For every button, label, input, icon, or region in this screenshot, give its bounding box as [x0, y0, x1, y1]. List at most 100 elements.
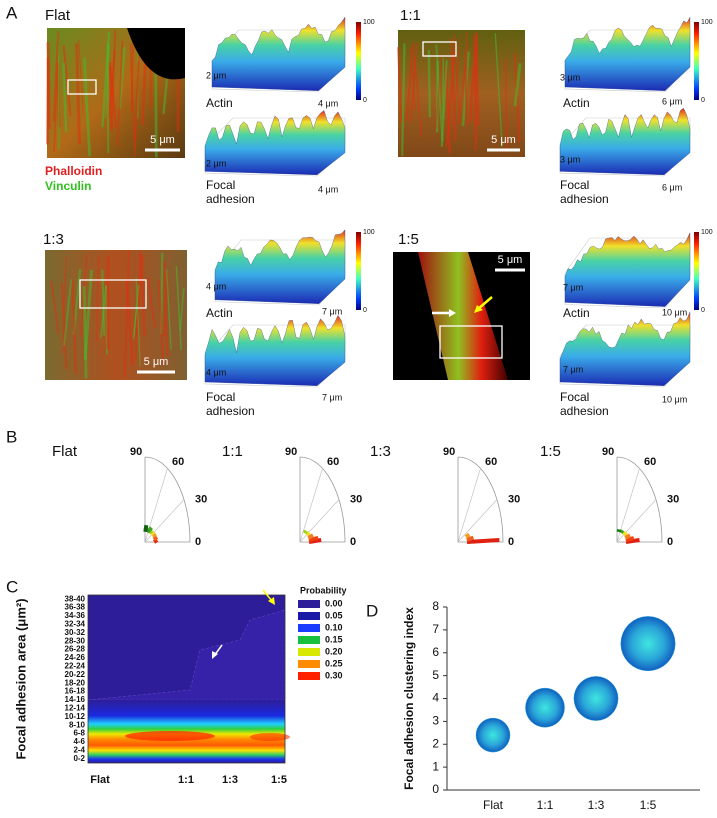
- polar-spoke: [144, 499, 185, 543]
- fiber: [405, 42, 415, 120]
- fiber: [401, 43, 406, 156]
- arrow-head: [268, 597, 275, 605]
- panel-title: 1:3: [43, 231, 64, 248]
- arrow-head: [474, 305, 483, 313]
- polar-bar: [624, 533, 631, 540]
- polar-title: Flat: [52, 443, 78, 460]
- fiber: [53, 64, 59, 153]
- fiber: [397, 47, 403, 123]
- polar-bar: [625, 538, 640, 544]
- stain-label: Phalloidin: [45, 164, 102, 178]
- micrograph: [398, 30, 525, 157]
- axis-extent: 10 μm: [662, 307, 687, 317]
- polar-spoke: [616, 499, 657, 543]
- fiber: [165, 269, 172, 350]
- plot-label: Actin: [563, 306, 590, 320]
- polar-bar: [149, 530, 156, 536]
- angle-label: 0: [508, 536, 514, 548]
- arrow-head: [449, 309, 456, 317]
- roi-box: [422, 41, 457, 57]
- y-tick-label: 14-16: [65, 695, 86, 704]
- fiber: [513, 63, 522, 107]
- legend-label: 0.05: [325, 610, 343, 620]
- polar-spoke: [457, 499, 498, 543]
- scale-bar-label: 5 μm: [150, 134, 175, 146]
- y-tick-label: 4-6: [73, 737, 85, 746]
- arrow: [262, 589, 273, 602]
- polar-bar: [616, 529, 622, 533]
- arrow-head: [212, 651, 218, 659]
- plot-label: Actin: [563, 96, 590, 110]
- plot-label: Focal: [206, 178, 235, 192]
- fiber: [78, 39, 84, 114]
- legend-swatch: [298, 636, 320, 644]
- fiber: [465, 31, 468, 115]
- y-tick-label: 22-24: [65, 662, 86, 671]
- y-tick-label: 6: [432, 645, 439, 659]
- fiber: [60, 282, 68, 370]
- polar-bar: [466, 538, 500, 544]
- y-tick-label: 24-26: [65, 653, 86, 662]
- y-tick-label: 6-8: [73, 729, 85, 738]
- polar-bar: [152, 535, 159, 542]
- surface: [214, 229, 346, 304]
- surface: [559, 311, 691, 386]
- axis-extent: 3 μm: [560, 72, 580, 82]
- fiber: [133, 284, 139, 336]
- fiber: [458, 65, 466, 125]
- polar-bar: [145, 526, 153, 534]
- fiber: [179, 288, 185, 332]
- fiber: [494, 33, 503, 147]
- panel-label: C: [6, 577, 18, 596]
- polar-bar: [464, 532, 471, 539]
- fiber: [62, 256, 67, 354]
- fiber: [139, 253, 146, 337]
- legend-swatch: [298, 672, 320, 680]
- y-axis-label: Focal adhesion clustering index: [402, 607, 416, 790]
- legend-label: 0.10: [325, 622, 343, 632]
- fiber: [410, 47, 416, 110]
- axis-extent: 4 μm: [318, 184, 338, 194]
- polar-bar: [625, 536, 635, 543]
- panel-title: 1:1: [400, 7, 421, 24]
- x-tick-label: Flat: [90, 774, 110, 786]
- fiber: [413, 56, 423, 138]
- fiber: [141, 52, 148, 125]
- fiber: [133, 61, 139, 150]
- plot-label: adhesion: [560, 192, 609, 206]
- colorbar: [694, 232, 699, 310]
- polar-bar: [305, 530, 311, 537]
- y-tick-label: 7: [432, 622, 439, 636]
- legend-title: Probability: [300, 585, 347, 595]
- angle-label: 60: [172, 456, 184, 468]
- surface: [564, 232, 691, 307]
- fiber: [474, 46, 478, 151]
- plot-label: Focal: [206, 390, 235, 404]
- y-tick-label: 0-2: [73, 754, 85, 763]
- fiber: [111, 30, 117, 132]
- scale-bar-label: 5 μm: [491, 134, 516, 146]
- roi-box: [439, 325, 503, 359]
- angle-label: 30: [508, 493, 520, 505]
- fiber: [63, 279, 73, 346]
- scale-bar-label: 5 μm: [144, 356, 169, 368]
- contour-region: [87, 609, 286, 701]
- polar-title: 1:1: [222, 443, 243, 460]
- angle-label: 90: [285, 446, 297, 458]
- x-tick-label: 1:3: [222, 774, 238, 786]
- y-tick-label: 8-10: [69, 720, 86, 729]
- y-tick-label: 3: [432, 714, 439, 728]
- polar-bar: [152, 538, 159, 544]
- fiber: [82, 286, 88, 379]
- legend-swatch: [298, 612, 320, 620]
- polar-frame: [299, 456, 346, 543]
- polar-spoke: [299, 468, 323, 543]
- angle-label: 0: [195, 536, 201, 548]
- roi-box: [79, 279, 147, 309]
- colorbar: [356, 232, 361, 310]
- contour-peak: [250, 733, 290, 741]
- fiber: [504, 58, 508, 153]
- y-tick-label: 36-38: [65, 603, 86, 612]
- fiber: [106, 42, 110, 154]
- colorbar: [356, 22, 361, 100]
